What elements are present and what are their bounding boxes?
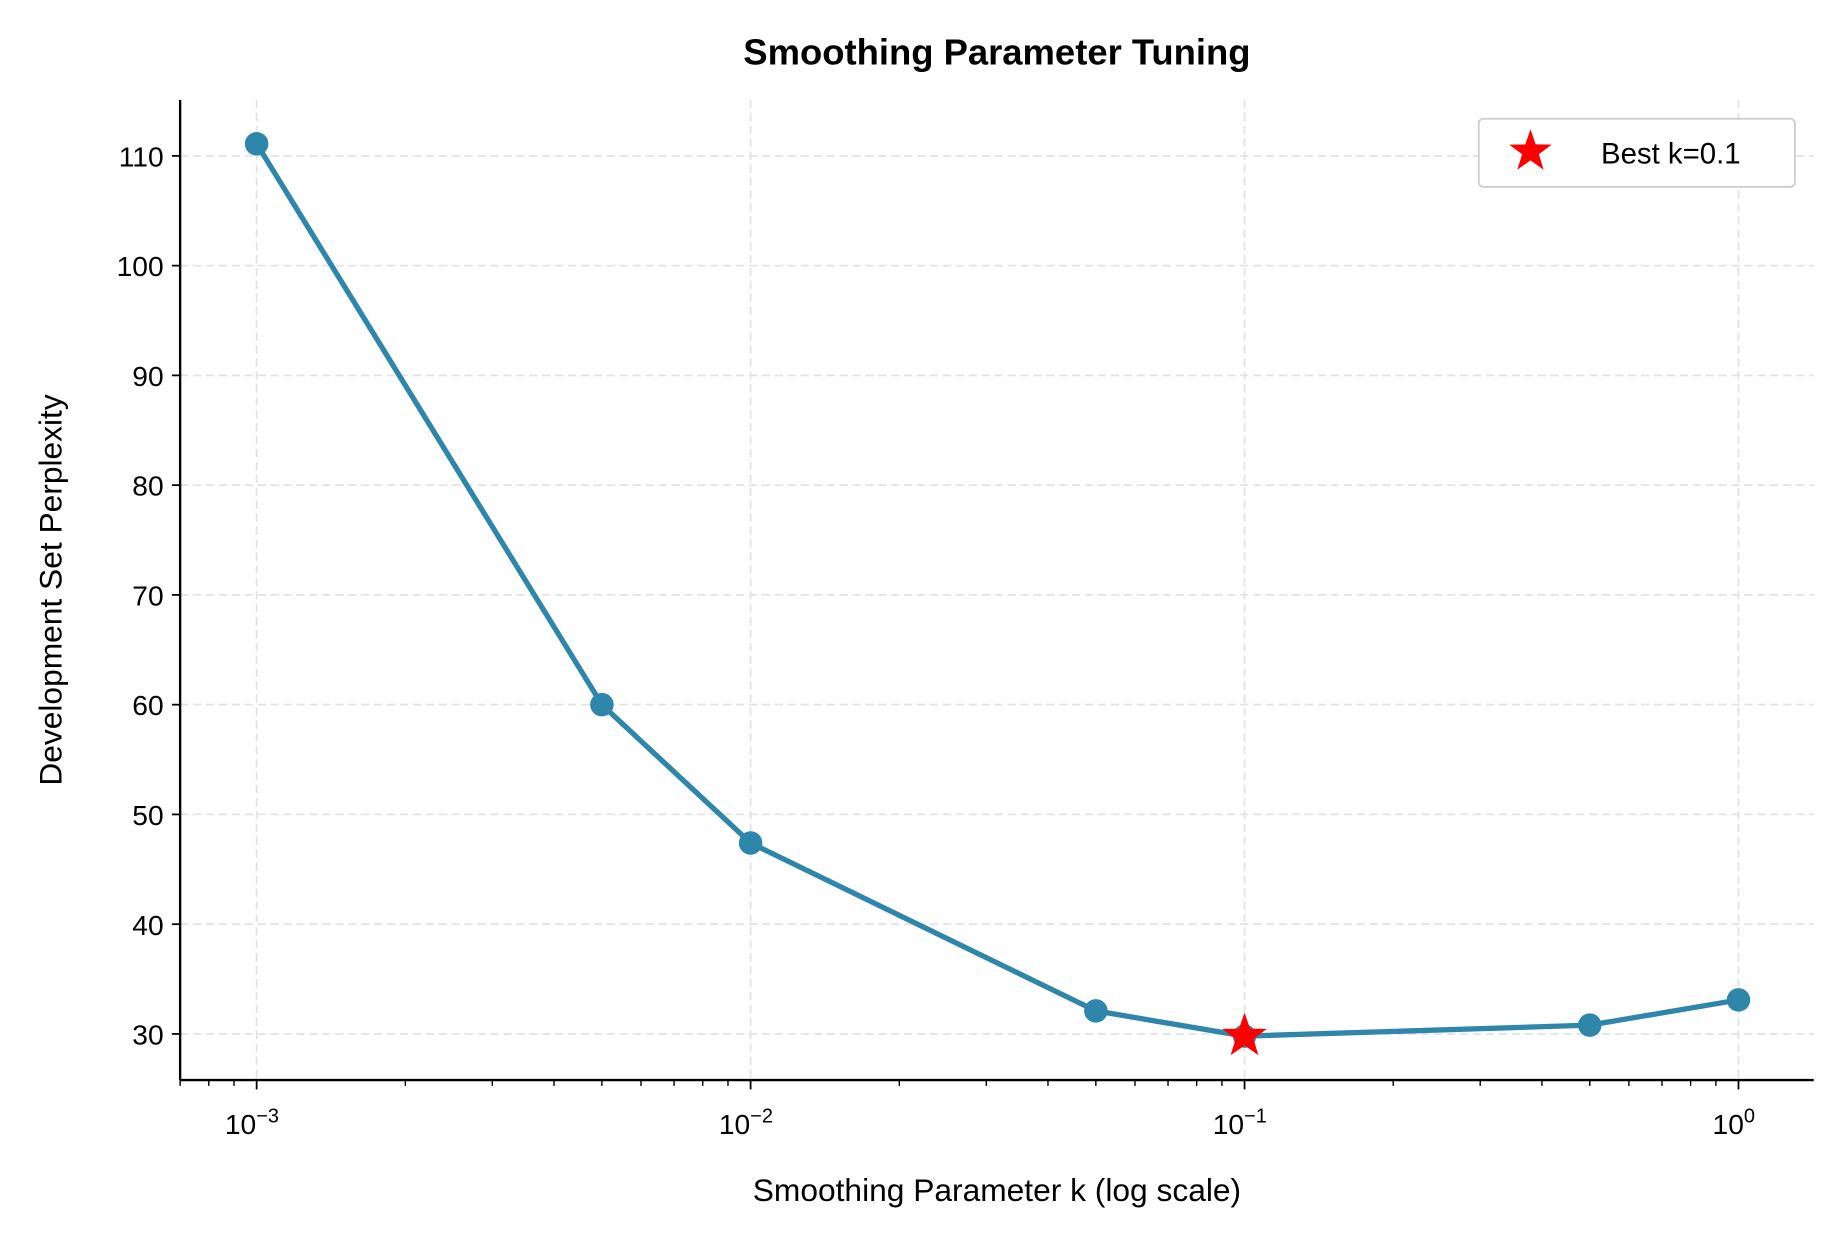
x-axis-label: Smoothing Parameter k (log scale)	[753, 1172, 1241, 1208]
data-point	[590, 692, 614, 717]
y-tick-label: 60	[132, 689, 163, 721]
legend-label: Best k=0.1	[1601, 137, 1741, 170]
series	[244, 132, 1751, 1056]
best-point-star	[1222, 1012, 1267, 1056]
data-point	[1726, 988, 1751, 1012]
data-point	[1084, 999, 1108, 1023]
legend-box	[1477, 117, 1796, 188]
x-tick-label: 100	[1713, 1105, 1755, 1140]
axes	[171, 99, 1814, 1090]
y-tick-label: 80	[132, 470, 163, 502]
y-tick-label: 90	[132, 360, 163, 392]
legend-star-icon	[1509, 129, 1552, 170]
x-tick-label: 10−2	[719, 1105, 773, 1140]
legend: Best k=0.1	[1477, 117, 1796, 188]
y-tick-label: 110	[119, 140, 164, 172]
series-line	[254, 142, 1739, 1039]
x-tick-label: 10−1	[1213, 1105, 1267, 1140]
y-tick-label: 100	[117, 250, 164, 282]
data-point	[738, 831, 763, 855]
y-tick-label: 40	[132, 909, 163, 941]
x-tick-label: 10−3	[225, 1105, 279, 1140]
data-point	[244, 132, 269, 156]
y-axis-label: Development Set Perplexity	[32, 394, 68, 786]
y-tick-label: 70	[132, 579, 163, 611]
y-tick-label: 50	[132, 799, 163, 831]
data-point	[1578, 1013, 1602, 1037]
y-tick-label: 30	[132, 1019, 163, 1051]
tick-labels: 30 40 50 60 70 80 90 100 110 10−3 10−2 10−1 100	[117, 140, 1755, 1140]
chart-title: Smoothing Parameter Tuning	[743, 32, 1250, 73]
grid	[180, 99, 1814, 1081]
